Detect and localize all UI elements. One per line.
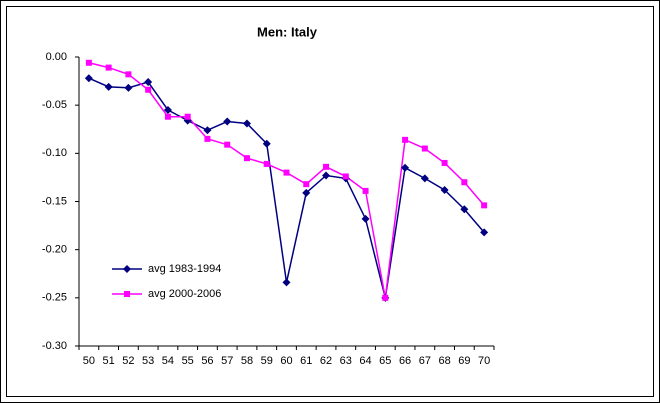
point xyxy=(144,78,153,87)
point xyxy=(303,181,310,188)
point xyxy=(480,228,489,237)
point xyxy=(461,179,468,186)
point xyxy=(204,135,211,142)
x-tick-label: 64 xyxy=(359,355,371,367)
x-tick-label: 66 xyxy=(399,355,411,367)
point xyxy=(282,278,291,287)
point xyxy=(124,83,133,92)
point xyxy=(184,113,191,120)
y-tick-label: -0.15 xyxy=(42,195,67,207)
point xyxy=(164,113,171,120)
point xyxy=(145,86,152,93)
point xyxy=(323,163,330,170)
point xyxy=(203,126,212,135)
point xyxy=(402,136,409,143)
x-tick-label: 70 xyxy=(478,355,490,367)
point xyxy=(105,64,112,71)
point xyxy=(223,117,232,126)
x-tick-label: 53 xyxy=(142,355,154,367)
point xyxy=(342,173,349,180)
point xyxy=(420,174,429,183)
legend-marker xyxy=(123,265,131,273)
x-tick-label: 51 xyxy=(103,355,115,367)
y-tick-label: 0.00 xyxy=(46,51,67,63)
x-tick-label: 69 xyxy=(458,355,470,367)
point xyxy=(224,141,231,148)
point xyxy=(362,187,369,194)
point xyxy=(84,74,93,83)
point xyxy=(85,59,92,66)
chart-title: Men: Italy xyxy=(257,24,318,39)
point xyxy=(263,160,270,167)
x-tick-label: 56 xyxy=(201,355,213,367)
point xyxy=(243,155,250,162)
legend-marker xyxy=(124,291,130,297)
x-tick-label: 61 xyxy=(300,355,312,367)
point xyxy=(441,159,448,166)
point xyxy=(460,205,469,214)
point xyxy=(242,119,251,128)
chart-frame xyxy=(6,6,654,397)
x-tick-label: 67 xyxy=(419,355,431,367)
x-tick-label: 54 xyxy=(162,355,174,367)
y-tick-label: -0.25 xyxy=(42,292,67,304)
point xyxy=(440,185,449,194)
x-tick-label: 62 xyxy=(320,355,332,367)
x-tick-label: 57 xyxy=(221,355,233,367)
y-tick-label: -0.30 xyxy=(42,340,67,352)
point xyxy=(322,171,331,180)
x-tick-label: 55 xyxy=(182,355,194,367)
point xyxy=(401,163,410,172)
point xyxy=(283,169,290,176)
point xyxy=(104,82,113,91)
x-tick-label: 63 xyxy=(340,355,352,367)
y-tick-label: -0.05 xyxy=(42,99,67,111)
x-tick-label: 65 xyxy=(379,355,391,367)
point xyxy=(302,188,311,197)
x-tick-label: 60 xyxy=(280,355,292,367)
point xyxy=(262,139,271,148)
x-tick-label: 50 xyxy=(83,355,95,367)
point xyxy=(125,71,132,78)
x-tick-label: 68 xyxy=(438,355,450,367)
point xyxy=(421,145,428,152)
x-tick-label: 59 xyxy=(261,355,273,367)
point xyxy=(163,105,172,114)
y-tick-label: -0.20 xyxy=(42,244,67,256)
point xyxy=(481,202,488,209)
legend-label: avg 1983-1994 xyxy=(148,263,221,275)
x-tick-label: 52 xyxy=(122,355,134,367)
legend-label: avg 2000-2006 xyxy=(148,288,221,300)
point xyxy=(361,214,370,223)
point xyxy=(382,294,389,301)
y-tick-label: -0.10 xyxy=(42,147,67,159)
x-tick-label: 58 xyxy=(241,355,253,367)
